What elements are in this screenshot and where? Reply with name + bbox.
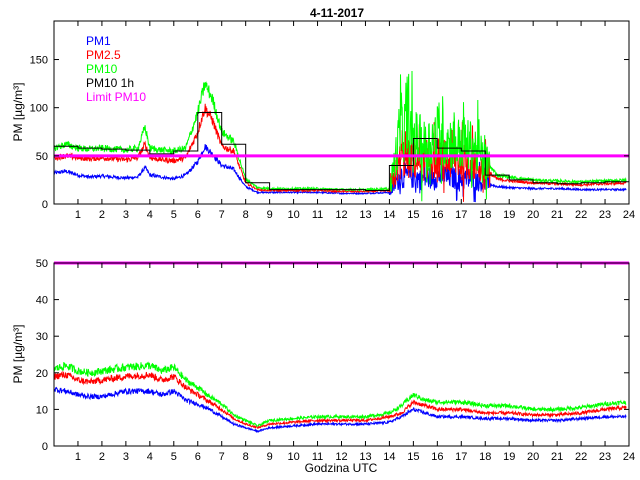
bottom-x-tick-label-8: 8 [243, 451, 249, 463]
top-x-tick-label-24: 24 [623, 209, 635, 221]
bottom-y-tick-label-10: 10 [36, 404, 48, 416]
top-y-tick-label-100: 100 [30, 103, 48, 115]
top-x-tick-label-6: 6 [195, 209, 201, 221]
bottom-x-tick-label-9: 9 [267, 451, 273, 463]
bottom-x-tick-label-20: 20 [527, 451, 539, 463]
legend: PM1 PM2.5 PM10 PM10 1h Limit PM10 [86, 34, 146, 104]
bottom-x-tick-label-21: 21 [551, 451, 563, 463]
bottom-x-tick-label-24: 24 [623, 451, 635, 463]
top-y-tick-label-150: 150 [30, 55, 48, 67]
top-x-tick-label-8: 8 [243, 209, 249, 221]
top-x-tick-label-10: 10 [287, 209, 299, 221]
top-axes: 1 2 3 4 5 6 7 8 9 10 11 12 13 14 15 16 17 18 19 20 21 22 23 240… [30, 21, 635, 221]
top-x-tick-label-16: 16 [431, 209, 443, 221]
chart-title: 4-11-2017 [310, 6, 364, 20]
top-x-tick-label-4: 4 [147, 209, 153, 221]
x-axis-label: Godzina UTC [305, 461, 378, 475]
bottom-x-tick-label-17: 17 [455, 451, 467, 463]
top-x-tick-label-15: 15 [407, 209, 419, 221]
bottom-x-tick-label-12: 12 [335, 451, 347, 463]
bottom-x-tick-label-7: 7 [219, 451, 225, 463]
top-x-tick-label-23: 23 [599, 209, 611, 221]
bottom-y-tick-label-30: 30 [36, 331, 48, 343]
top-x-tick-label-3: 3 [123, 209, 129, 221]
bottom-series-pm10 [53, 361, 627, 427]
top-x-tick-label-5: 5 [171, 209, 177, 221]
bottom-x-tick-label-5: 5 [171, 451, 177, 463]
bottom-x-tick-label-11: 11 [312, 451, 323, 463]
bottom-x-tick-label-6: 6 [195, 451, 201, 463]
top-frame [53, 20, 630, 205]
bottom-axes: 1 2 3 4 5 6 7 8 9 10 11 12 13 14 15 16 17 18 19 20 21 22 23 240… [36, 258, 635, 463]
bottom-y-tick-label-50: 50 [36, 258, 48, 270]
bottom-x-tick-label-15: 15 [407, 451, 419, 463]
bottom-x-tick-label-1: 1 [75, 451, 81, 463]
top-x-tick-label-22: 22 [575, 209, 587, 221]
top-series-group [53, 70, 629, 203]
bottom-x-tick-label-23: 23 [599, 451, 611, 463]
top-x-tick-label-20: 20 [527, 209, 539, 221]
bottom-panel: 1 2 3 4 5 6 7 8 9 10 11 12 13 14 15 16 17 18 19 20 21 22 23 240… [11, 258, 635, 475]
top-x-tick-label-1: 1 [75, 209, 81, 221]
top-x-tick-label-19: 19 [503, 209, 515, 221]
top-x-tick-label-13: 13 [359, 209, 371, 221]
top-x-tick-label-14: 14 [383, 209, 395, 221]
top-series-pm10-1h [54, 112, 629, 191]
top-panel: 1 2 3 4 5 6 7 8 9 10 11 12 13 14 15 16 17 18 19 20 21 22 23 240… [11, 20, 635, 221]
top-y-axis-label: PM [µg/m³] [11, 83, 25, 142]
top-x-tick-label-12: 12 [335, 209, 347, 221]
top-plot-area [54, 21, 629, 204]
top-y-tick-label-0: 0 [42, 199, 48, 211]
legend-pm25: PM2.5 [86, 48, 121, 62]
bottom-x-tick-label-18: 18 [479, 451, 491, 463]
bottom-x-tick-label-13: 13 [359, 451, 371, 463]
top-x-tick-label-9: 9 [267, 209, 273, 221]
top-x-tick-label-2: 2 [99, 209, 105, 221]
bottom-x-tick-label-19: 19 [503, 451, 515, 463]
bottom-x-tick-label-22: 22 [575, 451, 587, 463]
bottom-x-tick-label-16: 16 [431, 451, 443, 463]
bottom-y-tick-label-40: 40 [36, 295, 48, 307]
bottom-x-tick-label-2: 2 [99, 451, 105, 463]
bottom-x-tick-label-14: 14 [383, 451, 395, 463]
top-y-tick-label-50: 50 [36, 151, 48, 163]
top-x-tick-label-7: 7 [219, 209, 225, 221]
legend-pm1: PM1 [86, 34, 111, 48]
bottom-y-axis-label: PM [µg/m³] [11, 325, 25, 384]
bottom-y-tick-label-0: 0 [42, 441, 48, 453]
legend-limit-pm10: Limit PM10 [86, 90, 146, 104]
bottom-y-tick-label-20: 20 [36, 368, 48, 380]
top-x-tick-label-17: 17 [455, 209, 467, 221]
bottom-x-tick-label-4: 4 [147, 451, 153, 463]
bottom-frame [53, 262, 630, 447]
bottom-series-pm2-5 [53, 370, 627, 430]
legend-pm10-1h: PM10 1h [86, 76, 134, 90]
top-x-tick-label-18: 18 [479, 209, 491, 221]
bottom-x-tick-label-10: 10 [287, 451, 299, 463]
bottom-x-tick-label-3: 3 [123, 451, 129, 463]
legend-pm10: PM10 [86, 62, 118, 76]
top-x-tick-label-21: 21 [551, 209, 563, 221]
top-series-pm1 [53, 144, 627, 203]
bottom-series-pm1 [53, 386, 627, 434]
top-x-tick-label-11: 11 [312, 209, 323, 221]
